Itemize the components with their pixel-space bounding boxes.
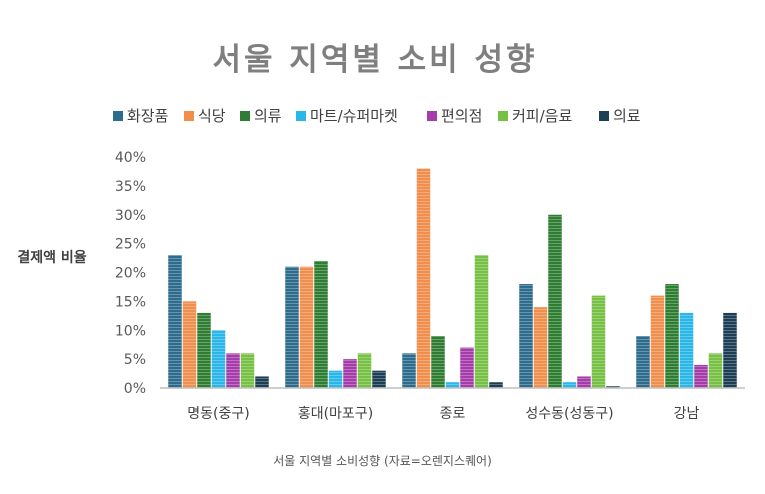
y-tick-label: 0% [124,381,146,397]
y-axis-ticks: 0% 5% 10% 15% 20% 25% 30% 35% 40% [115,150,146,397]
x-category-label: 명동(중구) [187,406,249,422]
y-tick-label: 10% [115,323,146,339]
bar-texture [168,255,182,388]
bar-texture [357,353,372,388]
bar-texture [577,376,591,388]
bar-texture [226,353,240,388]
bar-texture [328,370,343,388]
bar-texture [402,353,416,388]
legend-swatch [498,111,508,121]
x-category-label: 강남 [674,406,700,422]
bar-texture [431,336,445,388]
legend-swatch [240,111,250,121]
bar-texture [182,301,197,388]
legend-label: 화장품 [127,107,168,125]
bar-texture [708,353,723,388]
bar-texture [591,295,606,388]
bar-texture [285,266,299,388]
bar-texture [299,266,314,388]
bar-series-group [168,168,737,388]
bar-texture [474,255,489,388]
x-axis-categories: 명동(중구) 홍대(마포구) 종로 성수동(성동구) 강남 [187,406,699,422]
y-tick-label: 15% [115,294,146,310]
legend-label: 커피/음료 [512,107,572,125]
legend-label: 의류 [254,107,282,125]
bar-texture [650,295,665,388]
y-axis-label: 결제액 비율 [17,249,86,266]
legend-swatch [296,111,306,121]
bar-texture [416,168,431,388]
bar-texture [606,386,620,388]
y-tick-label: 5% [124,352,146,368]
figure-caption: 서울 지역별 소비성향 (자료=오렌지스퀘어) [273,454,492,468]
bar-texture [723,312,737,388]
bar-texture [460,347,474,388]
chart-figure: 서울 지역별 소비 성향 화장품 식당 의류 마트/슈퍼마켓 편의점 커피/음료 의료 결제… [17,42,745,468]
y-tick-label: 40% [115,150,146,166]
bar-texture [665,284,679,388]
legend-label: 편의점 [441,107,482,125]
bar-texture [519,284,533,388]
chart-svg: 서울 지역별 소비 성향 화장품 식당 의류 마트/슈퍼마켓 편의점 커피/음료 의료 결제… [17,42,745,422]
chart-legend: 화장품 식당 의류 마트/슈퍼마켓 편의점 커피/음료 의료 [113,107,641,125]
legend-label: 의료 [613,107,641,125]
bar-texture [255,376,269,388]
y-tick-label: 35% [115,179,146,195]
bar-texture [343,359,357,388]
bar-texture [694,364,708,388]
bar-texture [548,214,562,388]
legend-label: 식당 [198,107,226,125]
y-tick-label: 25% [115,237,146,253]
x-category-label: 성수동(성동구) [525,406,613,422]
x-category-label: 홍대(마포구) [298,406,373,422]
x-category-label: 종로 [440,406,466,422]
bar-texture [211,330,226,388]
bar-texture [679,312,694,388]
bar-texture [314,260,328,388]
legend-swatch [599,111,609,121]
legend-label: 마트/슈퍼마켓 [310,107,398,125]
legend-swatch [113,111,123,121]
bar-texture [240,353,255,388]
bar-texture [372,370,386,388]
bar-texture [533,307,548,388]
legend-swatch [184,111,194,121]
bar-texture [636,336,650,388]
bar-texture [562,382,577,388]
bar-texture [489,382,503,388]
chart-title: 서울 지역별 소비 성향 [212,42,537,78]
legend-swatch [427,111,437,121]
y-tick-label: 20% [115,266,146,282]
bar-texture [197,312,211,388]
y-tick-label: 30% [115,208,146,224]
bar-texture [445,382,460,388]
